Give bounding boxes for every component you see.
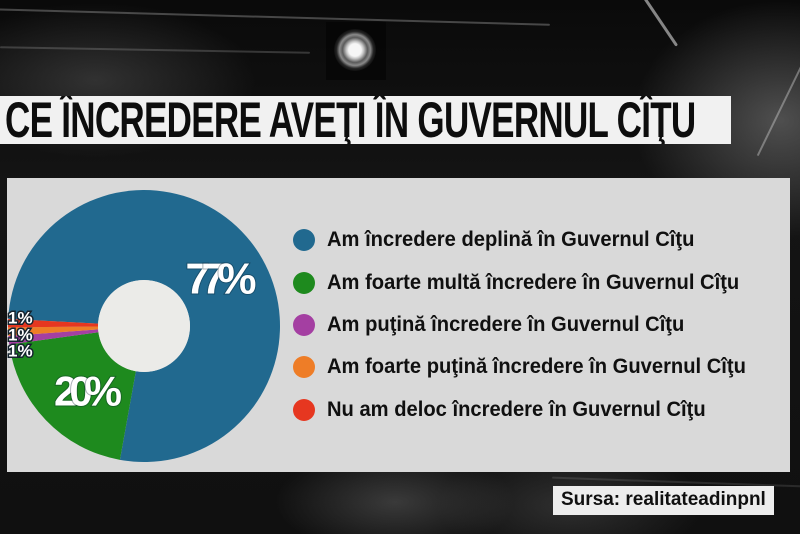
donut-hole: [98, 280, 190, 372]
chart-legend: Am încredere deplină în Guvernul Cîţu Am…: [7, 178, 790, 472]
legend-item: Am încredere deplină în Guvernul Cîţu: [293, 228, 710, 252]
legend-item: Nu am deloc încredere în Guvernul Cîţu: [293, 398, 721, 422]
legend-label: Am puţină încredere în Guvernul Cîţu: [327, 313, 685, 336]
slice-value-label: 77%: [186, 255, 257, 304]
headline-banner: CE ÎNCREDERE AVEŢI ÎN GUVERNUL CÎŢU: [0, 96, 731, 144]
legend-swatch-icon: [293, 272, 315, 294]
legend-swatch-icon: [293, 229, 315, 251]
legend-item: Am foarte puţină încredere în Guvernul C…: [293, 355, 763, 379]
source-credit-text: Sursa: realitateadinpnl: [561, 489, 766, 510]
pie-slice-1: [9, 332, 136, 460]
pie-slice-3: [8, 326, 99, 336]
chart-panel: 77% 20% 1% 1% 1% Am încredere deplină în Guv…: [7, 178, 790, 472]
slice-value-label: 1%: [8, 326, 33, 345]
legend-label: Nu am deloc încredere în Guvernul Cîţu: [327, 398, 706, 421]
slice-value-label: 1%: [8, 309, 33, 328]
legend-item: Am puţină încredere în Guvernul Cîţu: [293, 313, 699, 337]
legend-label: Am foarte multă încredere în Guvernul Cî…: [327, 271, 740, 294]
slice-value-label: 20%: [54, 368, 122, 415]
legend-label: Am încredere deplină în Guvernul Cîţu: [327, 228, 695, 251]
legend-item: Am foarte multă încredere în Guvernul Cî…: [293, 271, 756, 295]
headline-text: CE ÎNCREDERE AVEŢI ÎN GUVERNUL CÎŢU: [5, 96, 696, 144]
source-credit: Sursa: realitateadinpnl: [553, 486, 774, 515]
ceiling-light-icon: [334, 29, 376, 71]
legend-swatch-icon: [293, 399, 315, 421]
slice-value-label: 1%: [8, 342, 33, 361]
pie-slice-0: [8, 190, 281, 463]
donut-chart: 77%20%1%1%1%: [7, 190, 281, 463]
legend-label: Am foarte puţină încredere în Guvernul C…: [327, 355, 746, 378]
pie-slice-4: [8, 318, 99, 328]
legend-swatch-icon: [293, 314, 315, 336]
legend-swatch-icon: [293, 356, 315, 378]
pie-slice-2: [8, 329, 99, 345]
